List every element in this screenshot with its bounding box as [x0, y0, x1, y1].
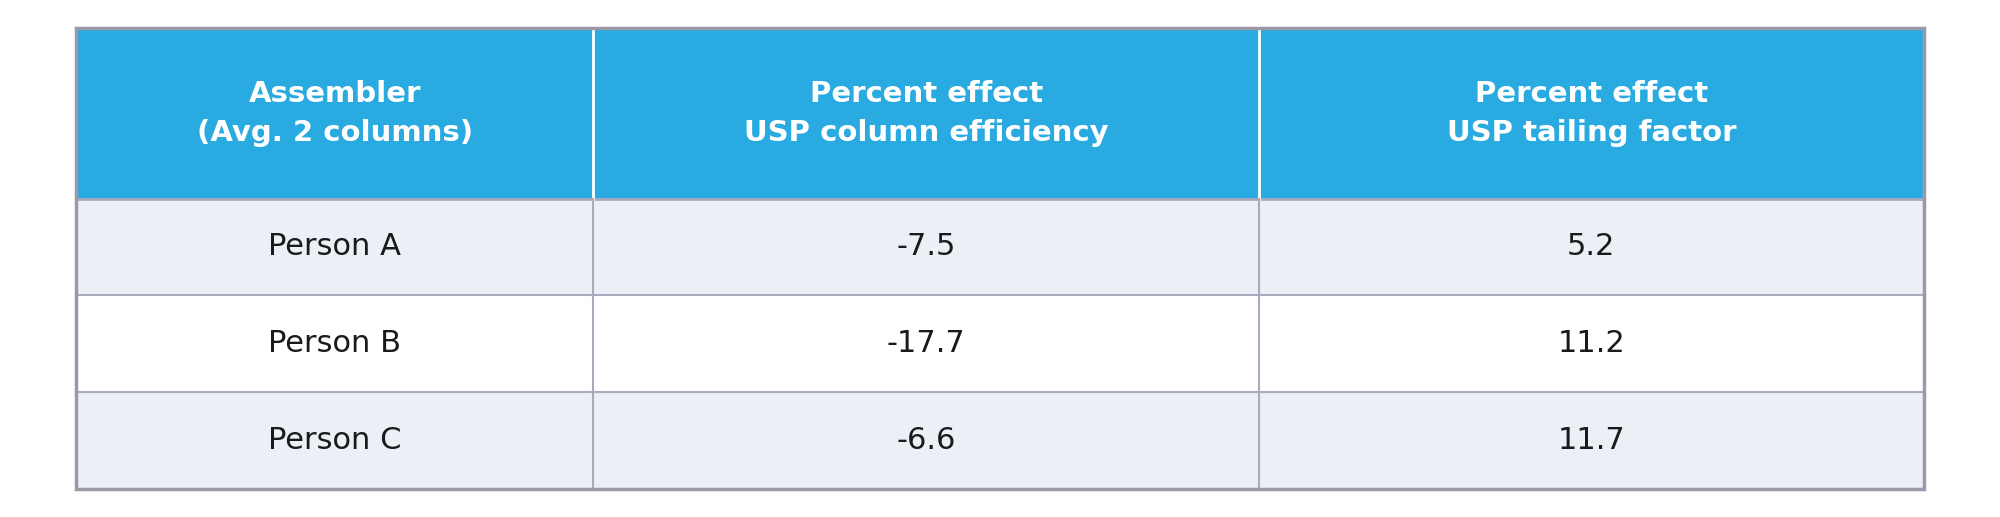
Text: -17.7: -17.7 — [886, 329, 966, 358]
Bar — [594, 392, 1258, 489]
Bar — [1258, 199, 1924, 295]
Text: 5.2: 5.2 — [1568, 233, 1616, 262]
Bar — [76, 392, 594, 489]
Bar — [1258, 28, 1924, 199]
Text: -6.6: -6.6 — [896, 426, 956, 455]
Bar — [76, 28, 1924, 489]
Text: -7.5: -7.5 — [896, 233, 956, 262]
Text: 11.2: 11.2 — [1558, 329, 1626, 358]
Bar — [1258, 295, 1924, 392]
Text: Percent effect
USP column efficiency: Percent effect USP column efficiency — [744, 80, 1108, 147]
Bar — [594, 199, 1258, 295]
Text: 11.7: 11.7 — [1558, 426, 1626, 455]
Text: Person B: Person B — [268, 329, 402, 358]
Bar — [76, 295, 594, 392]
Bar — [594, 295, 1258, 392]
Bar — [76, 28, 594, 199]
Text: Percent effect
USP tailing factor: Percent effect USP tailing factor — [1446, 80, 1736, 147]
Bar — [594, 28, 1258, 199]
Text: Person C: Person C — [268, 426, 402, 455]
Bar — [76, 199, 594, 295]
Text: Person A: Person A — [268, 233, 402, 262]
Bar — [1258, 392, 1924, 489]
Text: Assembler
(Avg. 2 columns): Assembler (Avg. 2 columns) — [196, 80, 472, 147]
